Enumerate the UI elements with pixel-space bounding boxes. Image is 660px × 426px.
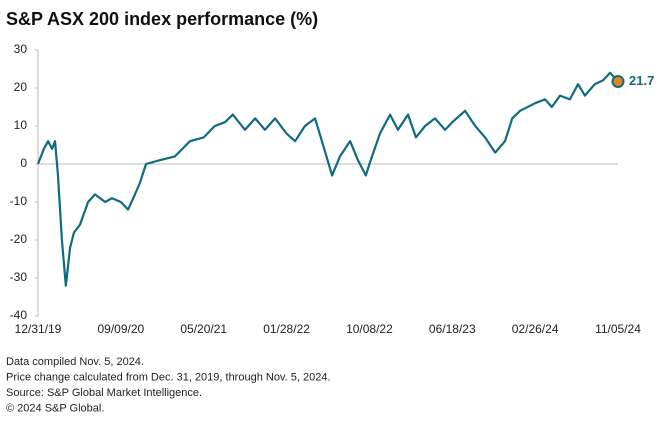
x-tick-label: 10/08/22 xyxy=(346,322,393,336)
x-tick-label: 02/26/24 xyxy=(512,322,559,336)
x-tick-label: 06/18/23 xyxy=(429,322,476,336)
x-tick-label: 12/31/19 xyxy=(15,322,62,336)
y-tick-label: 20 xyxy=(14,80,28,94)
chart-title: S&P ASX 200 index performance (%) xyxy=(6,9,318,29)
footnote: Data compiled Nov. 5, 2024. xyxy=(6,356,144,368)
y-tick-label: 30 xyxy=(14,42,28,56)
x-tick-label: 01/28/22 xyxy=(263,322,310,336)
y-tick-label: -20 xyxy=(10,232,28,246)
y-tick-label: -10 xyxy=(10,194,28,208)
y-tick-label: -40 xyxy=(10,308,28,322)
x-tick-label: 11/05/24 xyxy=(595,322,641,336)
end-marker xyxy=(611,75,625,89)
y-tick-label: 10 xyxy=(14,118,28,132)
y-tick-label: -30 xyxy=(10,270,28,284)
footnote: © 2024 S&P Global. xyxy=(6,402,104,414)
x-tick-label: 09/09/20 xyxy=(97,322,144,336)
footnote: Price change calculated from Dec. 31, 20… xyxy=(6,371,331,383)
line xyxy=(36,71,619,287)
y-tick-label: 0 xyxy=(20,156,27,170)
x-tick-label: 05/20/21 xyxy=(180,322,227,336)
end-label: 21.7 xyxy=(629,73,654,88)
footnote: Source: S&P Global Market Intelligence. xyxy=(6,387,202,399)
